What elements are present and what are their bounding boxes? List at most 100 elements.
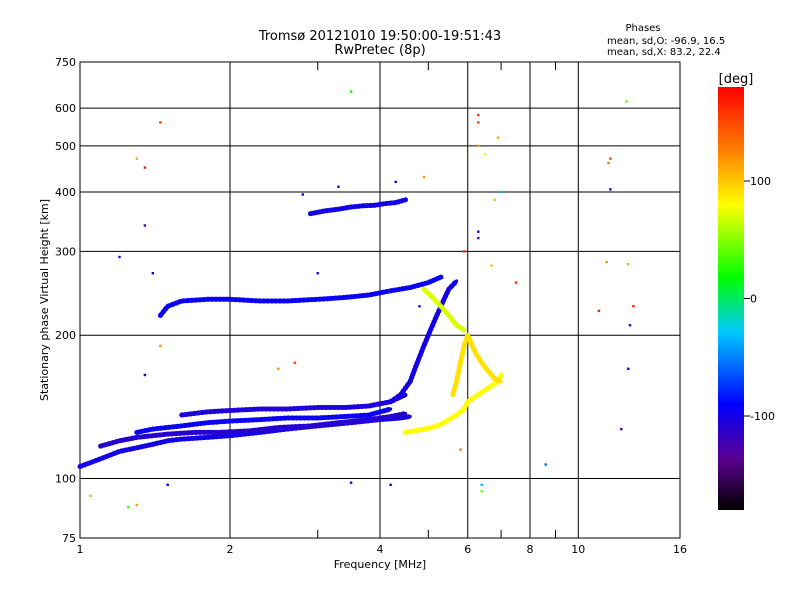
- echo-point: [480, 483, 483, 486]
- echo-point: [151, 272, 154, 275]
- trace-point: [135, 430, 139, 434]
- trace-point: [466, 400, 470, 404]
- x-axis-label: Frequency [MHz]: [334, 558, 426, 571]
- echo-point: [620, 427, 623, 431]
- trace-point: [426, 281, 430, 285]
- echo-point: [605, 260, 608, 264]
- x-tick-label: 10: [571, 543, 585, 556]
- trace-point: [431, 295, 435, 300]
- trace-point: [349, 205, 353, 209]
- echo-point: [422, 175, 426, 179]
- trace-point: [399, 393, 403, 397]
- echo-point: [159, 344, 162, 347]
- trace-point: [499, 373, 503, 377]
- trace-point: [476, 393, 480, 397]
- trace-point: [447, 418, 451, 422]
- echo-point: [89, 494, 92, 497]
- trace-point: [403, 430, 408, 434]
- y-tick-label: 200: [55, 329, 76, 342]
- echo-point: [135, 157, 138, 160]
- trace-point: [316, 416, 320, 420]
- trace-point: [435, 313, 439, 318]
- trace-point: [439, 422, 443, 426]
- trace-point: [493, 377, 497, 381]
- trace-point: [389, 289, 393, 293]
- trace-point: [399, 416, 403, 420]
- trace-point: [367, 404, 371, 408]
- trace-point: [462, 407, 466, 411]
- trace-point: [135, 446, 139, 450]
- echo-point: [477, 230, 480, 233]
- trace-point: [417, 355, 422, 359]
- trace-point: [228, 419, 232, 423]
- colorbar-tick-label: 0: [750, 293, 757, 306]
- echo-trace: [403, 372, 504, 435]
- trace-point: [158, 313, 162, 318]
- trace-point: [285, 299, 289, 303]
- trace-point: [458, 361, 462, 365]
- trace-point: [451, 393, 455, 397]
- y-tick-label: 300: [55, 245, 76, 258]
- trace-point: [422, 427, 426, 431]
- trace-point: [455, 279, 459, 283]
- trace-point: [343, 414, 347, 419]
- echo-point: [627, 367, 630, 370]
- trace-point: [285, 416, 289, 420]
- trace-point: [193, 430, 197, 434]
- trace-point: [336, 207, 340, 211]
- trace-point: [166, 432, 170, 436]
- trace-point: [408, 379, 412, 383]
- colorbar: [deg] 100 0 -100: [718, 72, 775, 510]
- trace-point: [285, 407, 289, 411]
- trace-point: [462, 328, 466, 332]
- trace-point: [367, 293, 371, 297]
- trace-point: [89, 461, 93, 465]
- trace-point: [466, 333, 470, 337]
- echo-point: [462, 250, 466, 253]
- x-tick-label: 1: [77, 543, 84, 556]
- trace-point: [443, 295, 447, 300]
- echo-point: [277, 367, 280, 370]
- trace-point: [151, 434, 155, 438]
- trace-point: [151, 427, 155, 431]
- trace-point: [276, 425, 280, 430]
- echo-point: [597, 309, 601, 313]
- trace-point: [480, 361, 484, 365]
- trace-point: [135, 435, 139, 439]
- echo-point: [143, 166, 147, 169]
- echo-point: [477, 113, 480, 117]
- echo-trace: [388, 278, 460, 405]
- stats-line-o: mean, sd,O: -96.9, 16.5: [607, 36, 725, 47]
- echo-point: [394, 180, 397, 184]
- trace-point: [408, 414, 412, 419]
- trace-point: [383, 202, 387, 206]
- echo-point: [632, 305, 635, 308]
- echo-point: [514, 281, 518, 284]
- trace-point: [336, 421, 340, 425]
- colorbar-tick-label: -100: [750, 410, 775, 423]
- trace-point: [117, 449, 122, 453]
- trace-point: [205, 421, 209, 425]
- trace-point: [316, 297, 320, 301]
- echo-trace: [157, 274, 444, 318]
- trace-point: [403, 411, 408, 416]
- echo-point: [166, 483, 169, 486]
- echo-trace: [179, 392, 408, 418]
- trace-point: [308, 212, 312, 216]
- y-tick-label: 600: [55, 102, 76, 115]
- trace-point: [413, 429, 417, 433]
- stats-header: Phases: [625, 23, 660, 34]
- echo-point: [477, 144, 480, 147]
- x-tick-label: 8: [527, 543, 534, 556]
- trace-point: [367, 418, 371, 422]
- trace-point: [117, 439, 122, 443]
- colorbar-label: [deg]: [719, 72, 754, 87]
- echo-trace: [450, 332, 504, 398]
- trace-point: [343, 295, 347, 300]
- colorbar-gradient: [718, 87, 744, 510]
- trace-point: [249, 429, 253, 433]
- trace-point: [205, 410, 209, 414]
- echo-point: [544, 463, 547, 466]
- trace-point: [426, 333, 430, 337]
